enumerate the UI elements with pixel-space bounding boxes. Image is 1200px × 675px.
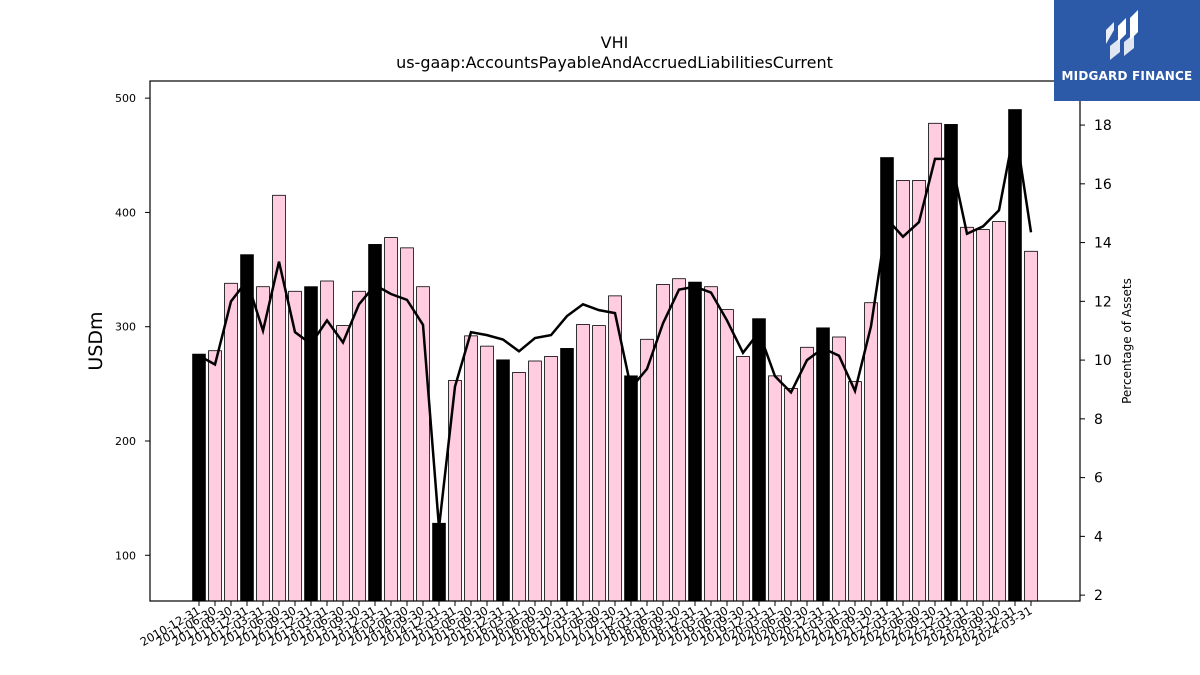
bar bbox=[288, 290, 302, 602]
bar bbox=[512, 372, 526, 602]
bar bbox=[784, 388, 798, 602]
bar bbox=[560, 348, 574, 602]
y-tick-label: 300 bbox=[115, 321, 136, 334]
bar bbox=[960, 226, 974, 602]
percentage-line bbox=[198, 126, 1033, 528]
bar bbox=[1008, 109, 1022, 602]
y-tick-label: 100 bbox=[115, 549, 136, 562]
bar bbox=[576, 324, 590, 602]
bar bbox=[496, 359, 510, 602]
bar bbox=[528, 360, 542, 602]
y2-tick-label: 18 bbox=[1094, 118, 1112, 134]
bar bbox=[592, 325, 606, 602]
bar bbox=[832, 336, 846, 602]
y2-tick-label: 12 bbox=[1094, 294, 1112, 310]
y-tick-label: 400 bbox=[115, 206, 136, 219]
bar bbox=[704, 286, 718, 602]
y2-tick-label: 2 bbox=[1094, 588, 1103, 604]
bar bbox=[800, 346, 814, 602]
bar bbox=[304, 286, 318, 602]
bar bbox=[272, 194, 286, 602]
bar bbox=[336, 325, 350, 602]
axes-layer: 100200300400500246810121416182010-12-312… bbox=[115, 92, 1112, 649]
bar bbox=[816, 327, 830, 602]
midgard-logo-icon bbox=[1106, 10, 1138, 60]
bar bbox=[1024, 250, 1038, 602]
midgard-finance-logo: MIDGARD FINANCE bbox=[1054, 0, 1200, 101]
bar bbox=[912, 180, 926, 602]
logo-text: MIDGARD FINANCE bbox=[1061, 69, 1193, 83]
y2-tick-label: 4 bbox=[1094, 529, 1103, 545]
bars-layer bbox=[192, 109, 1038, 602]
bar bbox=[768, 375, 782, 602]
bar bbox=[736, 356, 750, 602]
bar bbox=[192, 353, 206, 602]
bar bbox=[368, 244, 382, 602]
y2-tick-label: 14 bbox=[1094, 236, 1112, 252]
bar bbox=[752, 318, 766, 602]
bar bbox=[352, 290, 366, 602]
bar bbox=[480, 345, 494, 602]
bar bbox=[688, 281, 702, 602]
bar bbox=[432, 522, 446, 602]
bar bbox=[544, 356, 558, 602]
y-tick-label: 200 bbox=[115, 435, 136, 448]
bar bbox=[992, 221, 1006, 602]
bar bbox=[848, 381, 862, 602]
y-axis-label: USDm bbox=[85, 311, 107, 370]
bar bbox=[944, 124, 958, 602]
bar bbox=[448, 380, 462, 602]
bar bbox=[608, 295, 622, 602]
bar bbox=[896, 180, 910, 602]
bar bbox=[656, 284, 670, 602]
bar bbox=[672, 278, 686, 602]
bar bbox=[624, 375, 638, 602]
y2-tick-label: 16 bbox=[1094, 177, 1112, 193]
chart-subtitle: us-gaap:AccountsPayableAndAccruedLiabili… bbox=[396, 53, 833, 72]
bar bbox=[464, 335, 478, 602]
bar bbox=[224, 282, 238, 602]
chart-title: VHI bbox=[600, 33, 629, 52]
y-tick-label: 500 bbox=[115, 92, 136, 105]
y2-tick-label: 6 bbox=[1094, 471, 1103, 487]
y2-tick-label: 8 bbox=[1094, 412, 1103, 428]
bar bbox=[720, 309, 734, 602]
bar bbox=[208, 350, 222, 602]
bar bbox=[976, 229, 990, 602]
y2-tick-label: 10 bbox=[1094, 353, 1112, 369]
bar bbox=[240, 254, 254, 602]
bar bbox=[928, 122, 942, 602]
bar bbox=[640, 338, 654, 602]
y2-axis-label: Percentage of Assets bbox=[1120, 278, 1134, 404]
